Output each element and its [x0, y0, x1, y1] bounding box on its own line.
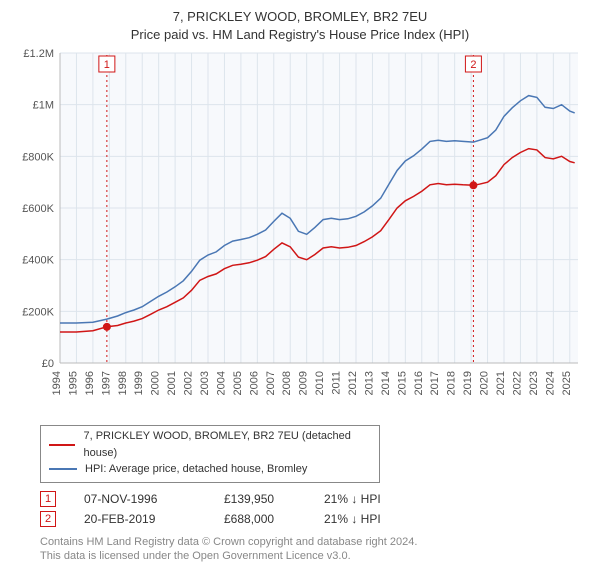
title-line-2: Price paid vs. HM Land Registry's House … [10, 26, 590, 44]
chart-svg: £0 £200K £400K £600K £800K £1M £1.2M 1994 1995 19… [10, 49, 590, 419]
chart-card: 7, PRICKLEY WOOD, BROMLEY, BR2 7EU Price… [0, 0, 600, 570]
svg-text:2016: 2016 [413, 371, 425, 395]
marker-price: £139,950 [224, 492, 324, 506]
svg-text:1996: 1996 [84, 371, 96, 395]
marker-pct: 21% ↓ HPI [324, 512, 444, 526]
svg-text:2002: 2002 [183, 371, 195, 395]
svg-text:2008: 2008 [281, 371, 293, 395]
svg-text:1994: 1994 [51, 371, 63, 395]
svg-text:2020: 2020 [479, 371, 491, 395]
svg-text:2: 2 [470, 59, 476, 71]
svg-text:£1M: £1M [33, 100, 54, 112]
legend-item: 7, PRICKLEY WOOD, BROMLEY, BR2 7EU (deta… [49, 428, 371, 461]
svg-text:2001: 2001 [166, 371, 178, 395]
legend-swatch [49, 444, 75, 446]
svg-text:2003: 2003 [199, 371, 211, 395]
svg-text:2021: 2021 [495, 371, 507, 395]
legend: 7, PRICKLEY WOOD, BROMLEY, BR2 7EU (deta… [40, 425, 380, 483]
svg-text:2024: 2024 [544, 371, 556, 395]
svg-text:2018: 2018 [446, 371, 458, 395]
marker-row: 2 20-FEB-2019 £688,000 21% ↓ HPI [40, 511, 590, 527]
footnote-line: Contains HM Land Registry data © Crown c… [40, 535, 590, 550]
legend-label: HPI: Average price, detached house, Brom… [85, 461, 307, 478]
marker-price: £688,000 [224, 512, 324, 526]
svg-text:1998: 1998 [117, 371, 129, 395]
legend-item: HPI: Average price, detached house, Brom… [49, 461, 371, 478]
svg-text:2012: 2012 [347, 371, 359, 395]
svg-text:£1.2M: £1.2M [23, 49, 54, 60]
marker-date: 07-NOV-1996 [84, 492, 224, 506]
svg-text:£200K: £200K [22, 306, 54, 318]
marker-row: 1 07-NOV-1996 £139,950 21% ↓ HPI [40, 491, 590, 507]
footnote-line: This data is licensed under the Open Gov… [40, 549, 590, 564]
legend-swatch [49, 468, 77, 470]
svg-text:2010: 2010 [314, 371, 326, 395]
svg-text:1997: 1997 [100, 371, 112, 395]
svg-text:2015: 2015 [396, 371, 408, 395]
svg-text:2023: 2023 [528, 371, 540, 395]
price-chart: £0 £200K £400K £600K £800K £1M £1.2M 1994 1995 19… [10, 49, 590, 419]
svg-text:2005: 2005 [232, 371, 244, 395]
svg-text:2022: 2022 [511, 371, 523, 395]
svg-text:£800K: £800K [22, 151, 54, 163]
marker-badge: 1 [40, 491, 56, 507]
svg-text:2004: 2004 [215, 371, 227, 395]
svg-text:2000: 2000 [150, 371, 162, 395]
marker-badge: 2 [40, 511, 56, 527]
marker-table: 1 07-NOV-1996 £139,950 21% ↓ HPI 2 20-FE… [40, 491, 590, 527]
svg-text:2011: 2011 [331, 371, 343, 395]
svg-text:2009: 2009 [298, 371, 310, 395]
marker-pct: 21% ↓ HPI [324, 492, 444, 506]
svg-text:2017: 2017 [429, 371, 441, 395]
marker-date: 20-FEB-2019 [84, 512, 224, 526]
svg-text:2019: 2019 [462, 371, 474, 395]
svg-text:£600K: £600K [22, 203, 54, 215]
svg-text:2025: 2025 [561, 371, 573, 395]
legend-label: 7, PRICKLEY WOOD, BROMLEY, BR2 7EU (deta… [83, 428, 371, 461]
title-line-1: 7, PRICKLEY WOOD, BROMLEY, BR2 7EU [10, 8, 590, 26]
svg-text:£400K: £400K [22, 255, 54, 267]
svg-text:1: 1 [104, 59, 110, 71]
svg-text:1999: 1999 [133, 371, 145, 395]
svg-text:2006: 2006 [248, 371, 260, 395]
svg-text:2014: 2014 [380, 371, 392, 395]
svg-text:2013: 2013 [363, 371, 375, 395]
svg-text:1995: 1995 [67, 371, 79, 395]
svg-text:£0: £0 [42, 358, 54, 370]
svg-text:2007: 2007 [265, 371, 277, 395]
